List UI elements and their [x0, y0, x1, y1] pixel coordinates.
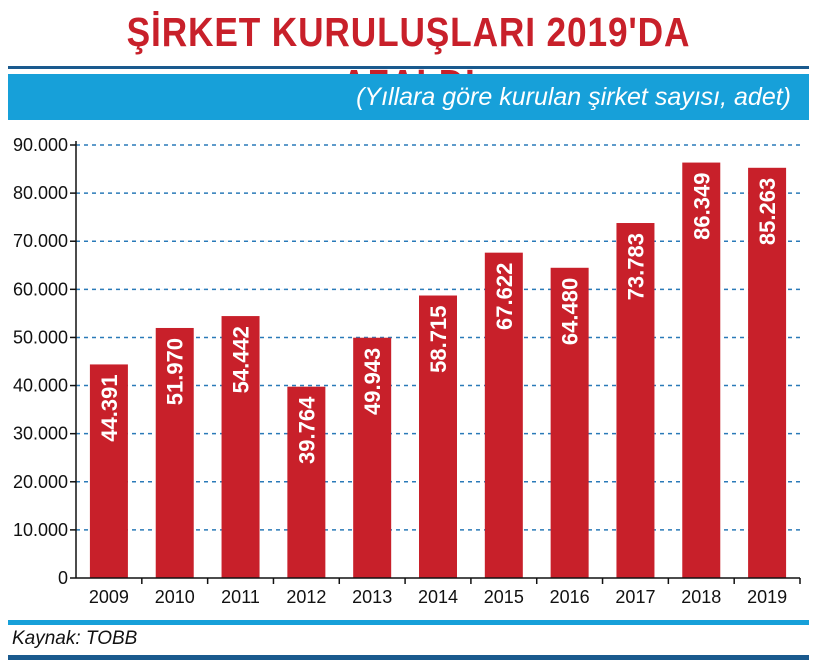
y-tick-labels: 0 10.000 20.000 30.000 40.000 50.000 60.000 70.…	[13, 135, 68, 588]
x-tick-label: 2009	[89, 587, 129, 607]
y-tick-label: 80.000	[13, 183, 68, 203]
bar-2011	[221, 316, 260, 578]
bar-value-label: 67.622	[492, 263, 517, 330]
bottom-rule-lower	[8, 655, 809, 660]
bar-value-label: 51.970	[163, 338, 188, 405]
axes	[70, 141, 801, 584]
y-tick-label: 40.000	[13, 376, 68, 396]
x-tick-label: 2016	[550, 587, 590, 607]
x-tick-label: 2011	[221, 587, 260, 607]
bar-2015	[484, 252, 523, 579]
y-tick-label: 0	[58, 568, 68, 588]
bar-value-label: 44.391	[97, 374, 122, 441]
bar-2014	[419, 295, 457, 578]
bar-2016	[550, 267, 589, 578]
bar-2019	[748, 167, 787, 579]
x-tick-label: 2015	[484, 587, 524, 607]
bar-value-label: 49.943	[360, 348, 385, 415]
bar-value-label: 64.480	[558, 278, 583, 345]
y-tick-label: 70.000	[13, 231, 68, 251]
subtitle-band: (Yıllara göre kurulan şirket sayısı, ade…	[8, 74, 809, 120]
x-tick-label: 2012	[286, 587, 326, 607]
y-tick-label: 90.000	[13, 135, 68, 155]
bottom-rule-upper	[8, 620, 809, 625]
x-tick-label: 2014	[418, 587, 458, 607]
bar-2018	[682, 162, 721, 578]
bar-2013	[353, 337, 392, 578]
chart-subtitle: (Yıllara göre kurulan şirket sayısı, ade…	[356, 83, 791, 111]
x-tick-label: 2018	[681, 587, 721, 607]
y-tick-label: 50.000	[13, 327, 68, 347]
bar-2012	[287, 386, 326, 578]
x-tick-label: 2017	[615, 587, 655, 607]
bar-chart: 0 10.000 20.000 30.000 40.000 50.000 60.000 70.…	[13, 135, 801, 607]
x-tick-label: 2010	[155, 587, 195, 607]
bar-2017	[616, 223, 655, 578]
source-note: Kaynak: TOBB	[12, 628, 138, 649]
bar-value-label: 86.349	[689, 173, 714, 240]
x-tick-labels: 2009 2010 2011 2012 2013 2014 2015 2016 2017 2018…	[89, 587, 787, 607]
bar-2009	[89, 364, 128, 578]
x-tick-label: 2019	[747, 587, 787, 607]
bar-value-label: 73.783	[623, 233, 648, 300]
bar-value-label: 54.442	[229, 326, 254, 393]
bar-value-label: 58.715	[426, 306, 451, 373]
top-rule	[8, 66, 809, 69]
y-tick-label: 60.000	[13, 279, 68, 299]
bar-2010	[155, 327, 194, 578]
y-tick-label: 10.000	[13, 520, 68, 540]
x-tick-label: 2013	[352, 587, 392, 607]
bars	[89, 162, 787, 579]
y-tick-label: 20.000	[13, 472, 68, 492]
bar-value-label: 85.263	[755, 178, 780, 245]
bar-value-label: 39.764	[294, 396, 319, 464]
y-tick-label: 30.000	[13, 424, 68, 444]
bar-value-labels: 44.391 51.970 54.442 39.764 49.943 58.715 67.6…	[97, 173, 780, 464]
